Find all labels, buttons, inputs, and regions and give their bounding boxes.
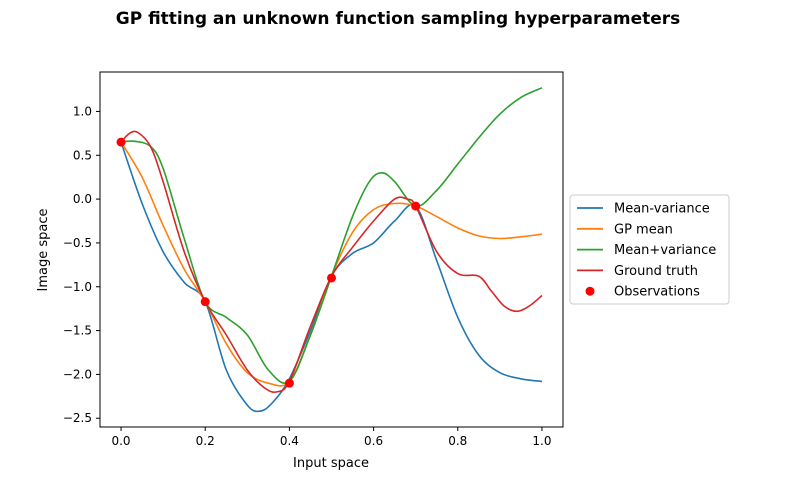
legend-label: GP mean: [614, 222, 673, 237]
chart-title: GP fitting an unknown function sampling …: [116, 9, 681, 29]
observation-point: [116, 137, 126, 147]
y-tick-label: −2.0: [63, 367, 92, 381]
legend-label: Ground truth: [614, 264, 698, 279]
x-tick-label: 0.2: [196, 434, 215, 448]
legend-label: Mean+variance: [614, 243, 716, 258]
observation-point: [327, 273, 336, 283]
x-tick-label: 0.4: [280, 434, 299, 448]
observation-point: [284, 378, 294, 388]
plot-background: [100, 72, 563, 427]
y-tick-label: −0.5: [63, 236, 92, 250]
observation-point: [411, 201, 421, 211]
legend-label: Observations: [614, 285, 700, 300]
x-axis-label: Input space: [293, 456, 369, 471]
y-tick-label: −1.0: [63, 280, 92, 294]
legend-label: Mean-variance: [614, 202, 710, 217]
x-tick-label: 1.0: [532, 434, 551, 448]
x-tick-label: 0.0: [111, 434, 130, 448]
y-tick-label: −2.5: [63, 411, 92, 425]
legend: Mean-variance GP mean Mean+variance Ground …: [569, 194, 730, 305]
legend-marker: [585, 286, 595, 296]
x-axis: 0.0 0.2 0.4 0.6 0.8 1.0: [111, 427, 552, 448]
y-tick-label: 1.0: [73, 104, 92, 118]
x-tick-label: 0.6: [364, 434, 383, 448]
y-axis-label: Image space: [36, 209, 51, 292]
y-axis: −2.5 −2.0 −1.5 −1.0 −0.5 0.0 0.5 1.0: [63, 104, 100, 425]
y-tick-label: 0.0: [73, 192, 92, 206]
observation-point: [200, 297, 210, 307]
y-tick-label: 0.5: [73, 148, 92, 162]
x-tick-label: 0.8: [448, 434, 467, 448]
plot-area: [99, 71, 564, 428]
legend-box: [569, 194, 730, 305]
plot-frame: [99, 71, 564, 428]
y-tick-label: −1.5: [63, 324, 92, 338]
series-line-1: [120, 141, 543, 413]
observations-layer: [116, 137, 421, 388]
